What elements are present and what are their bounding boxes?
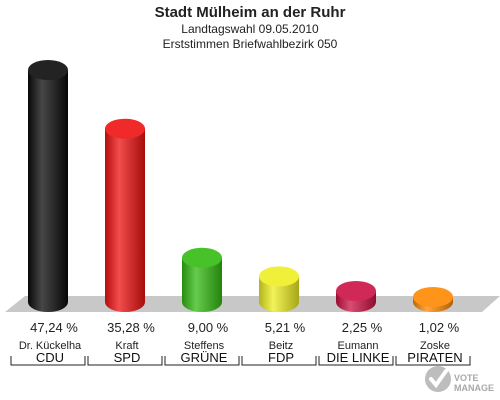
chart-header: Stadt Mülheim an der Ruhr Landtagswahl 0… xyxy=(0,3,500,52)
party-label: CDU xyxy=(36,350,64,365)
value-label: 9,00 % xyxy=(188,320,229,335)
candidate-label: Kraft xyxy=(115,340,138,352)
candidate-label: Dr. Kückelha xyxy=(19,340,82,352)
bar-top xyxy=(336,280,376,301)
party-label: GRÜNE xyxy=(181,350,228,365)
party-label: DIE LINKE xyxy=(327,350,390,365)
logo-text: VOTEMANAGER xyxy=(454,373,494,393)
bar-top xyxy=(28,60,68,80)
value-label: 47,24 % xyxy=(30,320,78,335)
value-label: 2,25 % xyxy=(342,320,383,335)
value-label: 5,21 % xyxy=(265,320,306,335)
chart-subtitle-election: Landtagswahl 09.05.2010 xyxy=(181,22,319,36)
candidate-label: Zoske xyxy=(420,340,450,352)
bar-cdu xyxy=(28,60,68,312)
checkmark-ballot-icon xyxy=(425,366,451,392)
category-bracket xyxy=(10,356,86,366)
chart-title: Stadt Mülheim an der Ruhr xyxy=(154,4,346,21)
category-bracket xyxy=(241,356,317,366)
bar-top xyxy=(413,286,453,307)
party-label: PIRATEN xyxy=(407,350,462,365)
candidate-label: Eumann xyxy=(338,340,379,352)
bar-top xyxy=(182,247,222,268)
bar-body xyxy=(28,70,68,312)
party-label: SPD xyxy=(114,350,141,365)
category-bracket xyxy=(318,356,394,366)
bar-grüne xyxy=(182,247,222,312)
candidate-label: Beitz xyxy=(269,340,293,352)
vote-manager-logo: VOTEMANAGER xyxy=(425,366,494,393)
candidate-label: Steffens xyxy=(184,340,225,352)
value-label: 35,28 % xyxy=(107,320,155,335)
bar-top xyxy=(259,266,299,287)
party-label: FDP xyxy=(268,350,294,365)
bar-top xyxy=(105,118,145,139)
category-bracket xyxy=(164,356,240,366)
bar-body xyxy=(105,128,145,312)
bar-piraten xyxy=(413,286,453,312)
value-label: 1,02 % xyxy=(419,320,460,335)
chart-subtitle-district: Erststimmen Briefwahlbezirk 050 xyxy=(162,37,338,51)
bar-spd xyxy=(105,118,145,312)
bar-body xyxy=(182,257,222,312)
bar-die-linke xyxy=(336,280,376,312)
category-bracket xyxy=(395,356,471,366)
bar-body xyxy=(259,276,299,312)
bar-fdp xyxy=(259,266,299,312)
category-bracket xyxy=(87,356,163,366)
